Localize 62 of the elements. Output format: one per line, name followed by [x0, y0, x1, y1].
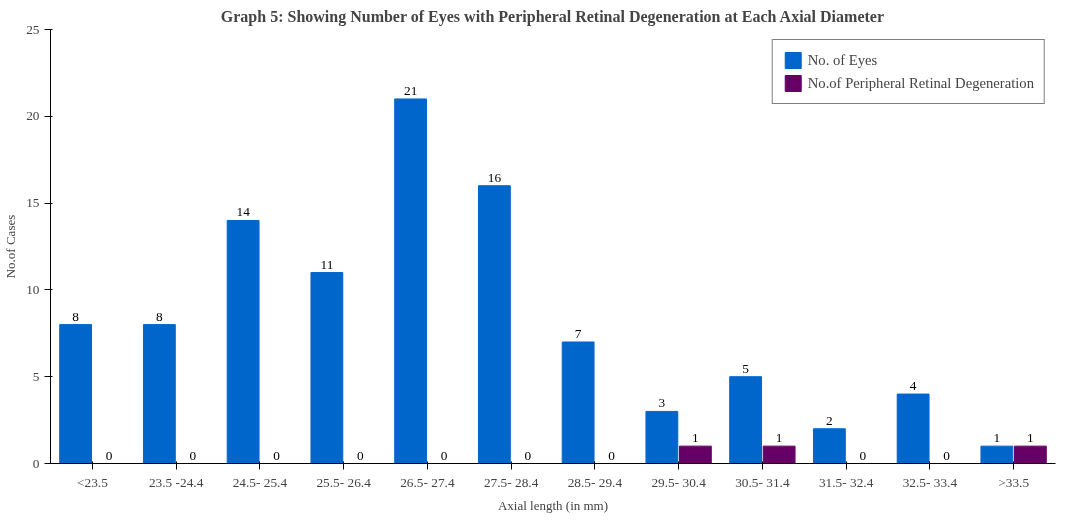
y-axis-title: No.of Cases — [3, 214, 19, 279]
data-label: 0 — [943, 447, 951, 463]
bar — [762, 445, 796, 464]
data-label: 0 — [105, 447, 113, 463]
y-tick-label: 0 — [32, 455, 40, 471]
data-label: 5 — [742, 360, 750, 376]
bar — [310, 272, 344, 464]
x-tick-label: 31.5- 32.4 — [818, 474, 874, 490]
data-label: 0 — [608, 447, 616, 463]
data-label: 2 — [826, 412, 833, 428]
bar — [394, 98, 428, 464]
y-tick-label: 25 — [26, 21, 40, 37]
bar — [561, 341, 595, 464]
x-tick-label: <23.5 — [76, 474, 109, 490]
data-label: 16 — [487, 169, 502, 185]
y-tick-label: 15 — [26, 195, 40, 211]
x-tick-label: 30.5- 31.4 — [735, 474, 790, 490]
x-tick-label: 29.5- 30.4 — [651, 474, 707, 490]
data-label: 21 — [403, 82, 418, 98]
x-tick-label: 27.5- 28.4 — [483, 474, 539, 490]
x-tick-label: 32.5- 33.4 — [902, 474, 958, 490]
legend-label: No. of Eyes — [807, 51, 878, 69]
data-label: 0 — [189, 447, 197, 463]
y-tick-label: 10 — [26, 281, 40, 297]
bar — [812, 428, 846, 464]
data-label: 4 — [909, 378, 917, 394]
legend-label: No.of Peripheral Retinal Degeneration — [807, 74, 1034, 92]
bar — [142, 324, 176, 464]
data-label: 3 — [658, 395, 666, 411]
y-tick-label: 20 — [26, 108, 40, 124]
data-label: 7 — [574, 325, 582, 341]
y-tick-label: 5 — [32, 368, 40, 384]
data-label: 1 — [692, 430, 699, 446]
data-label: 0 — [859, 447, 867, 463]
bar — [980, 445, 1014, 464]
data-label: 8 — [156, 308, 164, 324]
data-label: 0 — [273, 447, 281, 463]
data-label: 14 — [236, 204, 251, 220]
data-label: 0 — [440, 447, 448, 463]
x-tick-label: 28.5- 29.4 — [567, 474, 623, 490]
data-label: 8 — [72, 308, 80, 324]
bar — [1013, 445, 1047, 464]
data-label: 0 — [357, 447, 365, 463]
data-label: 11 — [320, 256, 334, 272]
x-tick-label: 26.5- 27.4 — [400, 474, 455, 490]
bar — [678, 445, 712, 464]
bar — [645, 410, 679, 464]
x-tick-label: 25.5- 26.4 — [316, 474, 372, 490]
data-label: 0 — [524, 447, 532, 463]
data-label: 1 — [1027, 430, 1034, 446]
bar — [729, 376, 763, 464]
bar — [59, 324, 93, 464]
x-tick-label: 23.5 -24.4 — [148, 474, 204, 490]
x-tick-label: >33.5 — [998, 474, 1030, 490]
bar — [226, 219, 260, 464]
bar — [896, 393, 930, 464]
chart-title: Graph 5: Showing Number of Eyes with Peripheral Retinal Degeneration at Each Axial Diameter — [220, 7, 885, 26]
x-tick-label: 24.5- 25.4 — [232, 474, 288, 490]
data-label: 1 — [993, 430, 1001, 446]
bar — [477, 185, 511, 464]
data-label: 1 — [775, 430, 783, 446]
x-axis-title: Axial length (in mm) — [497, 497, 609, 513]
